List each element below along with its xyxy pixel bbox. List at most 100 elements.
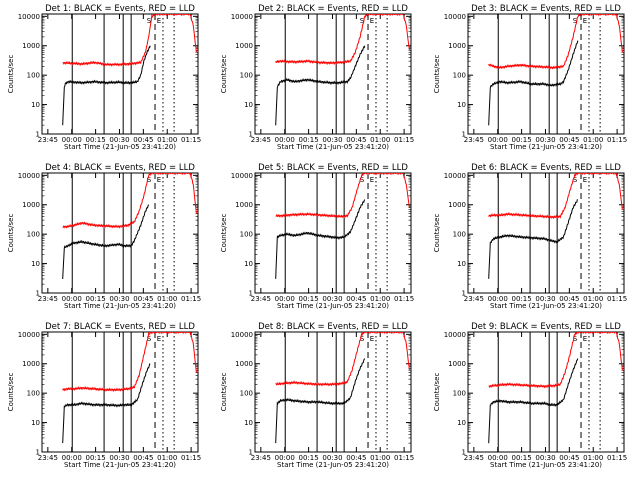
chart-title: Det 5: BLACK = Events, RED = LLD [258, 163, 408, 173]
annotation-start: S [360, 17, 365, 25]
x-tick-label: 00:15 [86, 136, 106, 144]
y-axis-label: Counts/sec [7, 55, 15, 94]
x-tick-label: 00:00 [275, 136, 295, 144]
x-tick-label: 00:00 [62, 454, 82, 462]
y-axis-label: Counts/sec [433, 373, 441, 412]
y-tick-label: 1000 [448, 360, 466, 368]
series-events-line [275, 45, 366, 126]
x-tick-label: 00:15 [86, 295, 106, 303]
series-lld-line [275, 332, 410, 387]
y-axis-label: Counts/sec [220, 55, 228, 94]
chart-panel-9: Det 9: BLACK = Events, RED = LLD 1 10 100 10… [433, 322, 627, 469]
x-tick-label: 01:00 [583, 454, 603, 462]
series-events-line [275, 358, 366, 444]
chart-panel-2: Det 2: BLACK = Events, RED = LLD 1 10 100 10… [220, 4, 414, 151]
y-tick-label: 10 [457, 260, 466, 268]
series-lld-line [62, 14, 197, 67]
y-tick-label: 10000 [18, 331, 40, 339]
x-tick-label: 01:15 [607, 454, 627, 462]
y-tick-label: 10000 [444, 331, 466, 339]
plot-frame [41, 13, 199, 135]
series-events-line [488, 358, 579, 444]
x-tick-label: 01:15 [394, 136, 414, 144]
annotation-end: E [157, 176, 161, 184]
x-tick-label: 23:45 [251, 454, 271, 462]
y-tick-label: 1 [36, 131, 40, 139]
x-tick-label: 01:00 [370, 295, 390, 303]
x-tick-label: 01:00 [157, 136, 177, 144]
y-tick-label: 10 [457, 101, 466, 109]
y-tick-label: 1 [249, 290, 253, 298]
x-tick-label: 00:00 [275, 295, 295, 303]
x-tick-label: 00:30 [109, 454, 129, 462]
chart-title: Det 1: BLACK = Events, RED = LLD [45, 4, 195, 14]
series-lld-line [275, 14, 410, 65]
annotation-start: S [147, 335, 152, 343]
x-tick-label: 00:30 [535, 295, 555, 303]
x-axis-label: Start Time (21-Jun-05 23:41:20) [64, 302, 176, 310]
series-lld-line [62, 332, 197, 392]
x-tick-label: 01:00 [157, 295, 177, 303]
x-axis-label: Start Time (21-Jun-05 23:41:20) [277, 461, 389, 469]
y-tick-label: 10000 [231, 13, 253, 21]
chart-title: Det 9: BLACK = Events, RED = LLD [471, 322, 621, 332]
x-tick-label: 00:30 [535, 454, 555, 462]
y-tick-label: 10000 [231, 172, 253, 180]
x-tick-label: 00:15 [299, 454, 319, 462]
plot-frame [254, 331, 412, 453]
plot-frame [254, 13, 412, 135]
y-tick-label: 1 [462, 131, 466, 139]
y-tick-label: 1000 [22, 360, 40, 368]
y-tick-label: 1 [249, 131, 253, 139]
x-tick-label: 00:30 [322, 295, 342, 303]
x-tick-label: 00:15 [512, 295, 532, 303]
x-tick-label: 00:00 [62, 136, 82, 144]
annotation-end: E [583, 335, 587, 343]
x-tick-label: 00:45 [133, 454, 153, 462]
y-axis-label: Counts/sec [7, 373, 15, 412]
x-tick-label: 00:45 [133, 136, 153, 144]
chart-panel-1: Det 1: BLACK = Events, RED = LLD 1 10 100 10… [7, 4, 201, 151]
chart-panel-7: Det 7: BLACK = Events, RED = LLD 1 10 100 10… [7, 322, 201, 469]
x-tick-label: 00:00 [62, 295, 82, 303]
chart-title: Det 8: BLACK = Events, RED = LLD [258, 322, 408, 332]
plot-frame [41, 172, 199, 294]
x-tick-label: 01:00 [370, 136, 390, 144]
y-tick-label: 1 [462, 290, 466, 298]
chart-title: Det 7: BLACK = Events, RED = LLD [45, 322, 195, 332]
y-tick-label: 10000 [444, 172, 466, 180]
x-tick-label: 01:15 [394, 295, 414, 303]
series-lld-line [275, 173, 410, 219]
x-tick-label: 01:15 [181, 136, 201, 144]
x-axis-label: Start Time (21-Jun-05 23:41:20) [277, 143, 389, 151]
x-tick-label: 00:30 [109, 295, 129, 303]
x-axis-label: Start Time (21-Jun-05 23:41:20) [490, 461, 602, 469]
y-axis-label: Counts/sec [433, 214, 441, 253]
series-events-line [62, 204, 150, 280]
annotation-start: S [573, 17, 578, 25]
series-lld-line [488, 332, 623, 389]
annotation-end: E [157, 335, 161, 343]
x-axis-label: Start Time (21-Jun-05 23:41:20) [490, 143, 602, 151]
series-events-line [275, 199, 366, 279]
x-axis-label: Start Time (21-Jun-05 23:41:20) [277, 302, 389, 310]
x-tick-label: 01:00 [157, 454, 177, 462]
x-tick-label: 00:45 [346, 454, 366, 462]
y-tick-label: 10 [31, 260, 40, 268]
chart-panel-8: Det 8: BLACK = Events, RED = LLD 1 10 100 10… [220, 322, 414, 469]
series-lld-line [488, 14, 623, 70]
y-tick-label: 10000 [444, 13, 466, 21]
chart-panel-4: Det 4: BLACK = Events, RED = LLD 1 10 100 10… [7, 163, 201, 310]
x-tick-label: 00:45 [559, 295, 579, 303]
x-tick-label: 23:45 [38, 295, 58, 303]
y-tick-label: 100 [240, 390, 253, 398]
chart-panel-5: Det 5: BLACK = Events, RED = LLD 1 10 100 10… [220, 163, 414, 310]
x-tick-label: 00:30 [322, 454, 342, 462]
y-tick-label: 10 [31, 419, 40, 427]
y-tick-label: 10 [244, 419, 253, 427]
series-events-line [62, 363, 151, 444]
x-tick-label: 00:30 [322, 136, 342, 144]
plot-frame [467, 172, 625, 294]
x-tick-label: 00:30 [535, 136, 555, 144]
x-tick-label: 23:45 [38, 136, 58, 144]
